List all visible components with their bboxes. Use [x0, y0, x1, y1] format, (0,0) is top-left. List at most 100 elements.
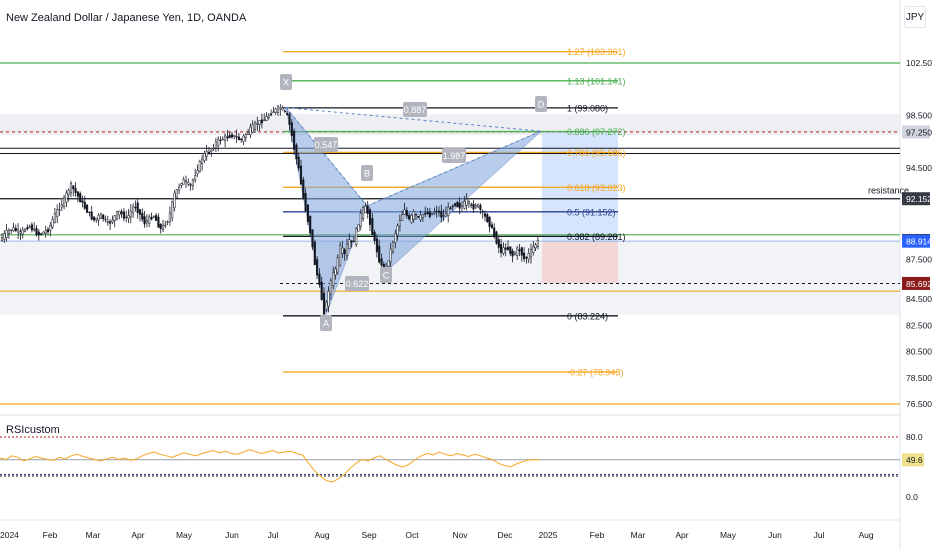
time-tick-Aug-7: Aug: [314, 530, 329, 540]
candle-body: [405, 210, 408, 217]
candle-body: [391, 241, 395, 252]
candle-body: [536, 240, 539, 247]
time-tick-Oct-9: Oct: [405, 530, 419, 540]
candle-body: [178, 186, 181, 191]
candle-body: [477, 204, 480, 208]
candle-body: [479, 205, 482, 210]
time-tick-2024-0: 2024: [0, 530, 19, 540]
candle-body: [389, 248, 392, 263]
candle-body: [187, 182, 190, 185]
time-tick-Nov-10: Nov: [452, 530, 468, 540]
time-tick-Jun-17: Jun: [768, 530, 782, 540]
candle-body: [76, 191, 79, 197]
candle-body: [79, 193, 82, 203]
candle-body: [355, 228, 358, 246]
candle-body: [341, 247, 344, 254]
candle-body: [421, 214, 424, 218]
candle-body: [10, 229, 13, 231]
candle-body: [115, 211, 119, 220]
candle-body: [175, 188, 178, 199]
candle-body: [527, 253, 530, 260]
pattern-ratio-label-1: 0.547: [315, 140, 338, 150]
time-tick-May-16: May: [720, 530, 737, 540]
demand-zone: [0, 241, 900, 315]
candle-body: [235, 136, 238, 138]
candle-body: [483, 213, 487, 217]
candle-body: [325, 302, 328, 310]
fib-label--0.27: -0.27 (78.943): [567, 367, 624, 377]
candle-body: [396, 225, 399, 236]
price-tick-82.500: 82.500: [906, 320, 932, 330]
candle-body: [226, 136, 229, 139]
candle-body: [72, 185, 75, 190]
candle-body: [150, 217, 153, 220]
candle-body: [104, 218, 107, 221]
candle-body: [53, 213, 56, 223]
candle-body: [90, 211, 93, 220]
candle-body: [212, 147, 215, 150]
candle-body: [118, 210, 121, 216]
candle-body: [217, 138, 220, 146]
price-tick-98.500: 98.500: [906, 110, 932, 120]
candle-body: [368, 209, 372, 225]
candle-body: [274, 108, 277, 113]
candle-body: [224, 135, 227, 141]
candle-body: [449, 207, 452, 210]
candle-body: [166, 221, 169, 223]
price-tick-92.152: 92.152: [906, 194, 932, 204]
candle-body: [171, 201, 174, 219]
rsi-tick-0.0: 0.0: [906, 492, 918, 502]
candle-body: [143, 216, 146, 225]
candle-body: [352, 240, 355, 243]
candle-body: [364, 205, 367, 213]
candle-body: [111, 219, 114, 223]
candle-body: [95, 217, 98, 221]
candle-body: [279, 107, 282, 110]
fib-label-0.382: 0.382 (89.281): [567, 232, 626, 242]
candle-body: [244, 134, 247, 138]
candle-body: [35, 228, 38, 235]
chart-title: New Zealand Dollar / Japanese Yen, 1D, O…: [6, 12, 247, 24]
candle-body: [295, 144, 298, 160]
candle-body: [242, 135, 245, 142]
price-tick-94.500: 94.500: [906, 163, 932, 173]
candle-body: [196, 170, 199, 174]
time-tick-Feb-1: Feb: [43, 530, 58, 540]
pattern-ratio-label-2: 1.987: [443, 151, 466, 161]
candle-body: [490, 224, 493, 229]
pattern-ratio-label-0: 0.887: [404, 105, 427, 115]
currency-button[interactable]: JPY: [904, 6, 926, 28]
candle-body: [348, 239, 351, 249]
candle-body: [113, 215, 116, 222]
pattern-bd-dashed: [366, 130, 542, 207]
pattern-ratio-badge-3: [345, 276, 369, 291]
candle-body: [219, 139, 222, 142]
time-tick-Apr-15: Apr: [675, 530, 688, 540]
candle-body: [157, 216, 160, 228]
candle-body: [463, 201, 466, 209]
candle-body: [465, 198, 468, 206]
price-tick-76.500: 76.500: [906, 399, 932, 409]
candle-body: [33, 228, 36, 231]
price-tick-84.500: 84.500: [906, 294, 932, 304]
candle-body: [155, 215, 158, 221]
pattern-ratio-badge-1: [314, 137, 338, 152]
candle-body: [228, 135, 231, 138]
candle-body: [120, 211, 123, 215]
candle-body: [357, 224, 360, 232]
candle-body: [414, 213, 418, 216]
fib-label-0.618: 0.618 (93.023): [567, 183, 626, 193]
candle-body: [88, 211, 91, 214]
candle-body: [5, 229, 8, 238]
candle-body: [304, 193, 307, 211]
time-tick-Mar-14: Mar: [631, 530, 646, 540]
candle-body: [431, 213, 434, 215]
pattern-point-D-badge: [535, 96, 547, 112]
candle-body: [451, 205, 454, 208]
candle-body: [138, 209, 142, 215]
candle-body: [440, 210, 443, 218]
candle-body: [394, 233, 397, 243]
candle-body: [21, 229, 24, 235]
